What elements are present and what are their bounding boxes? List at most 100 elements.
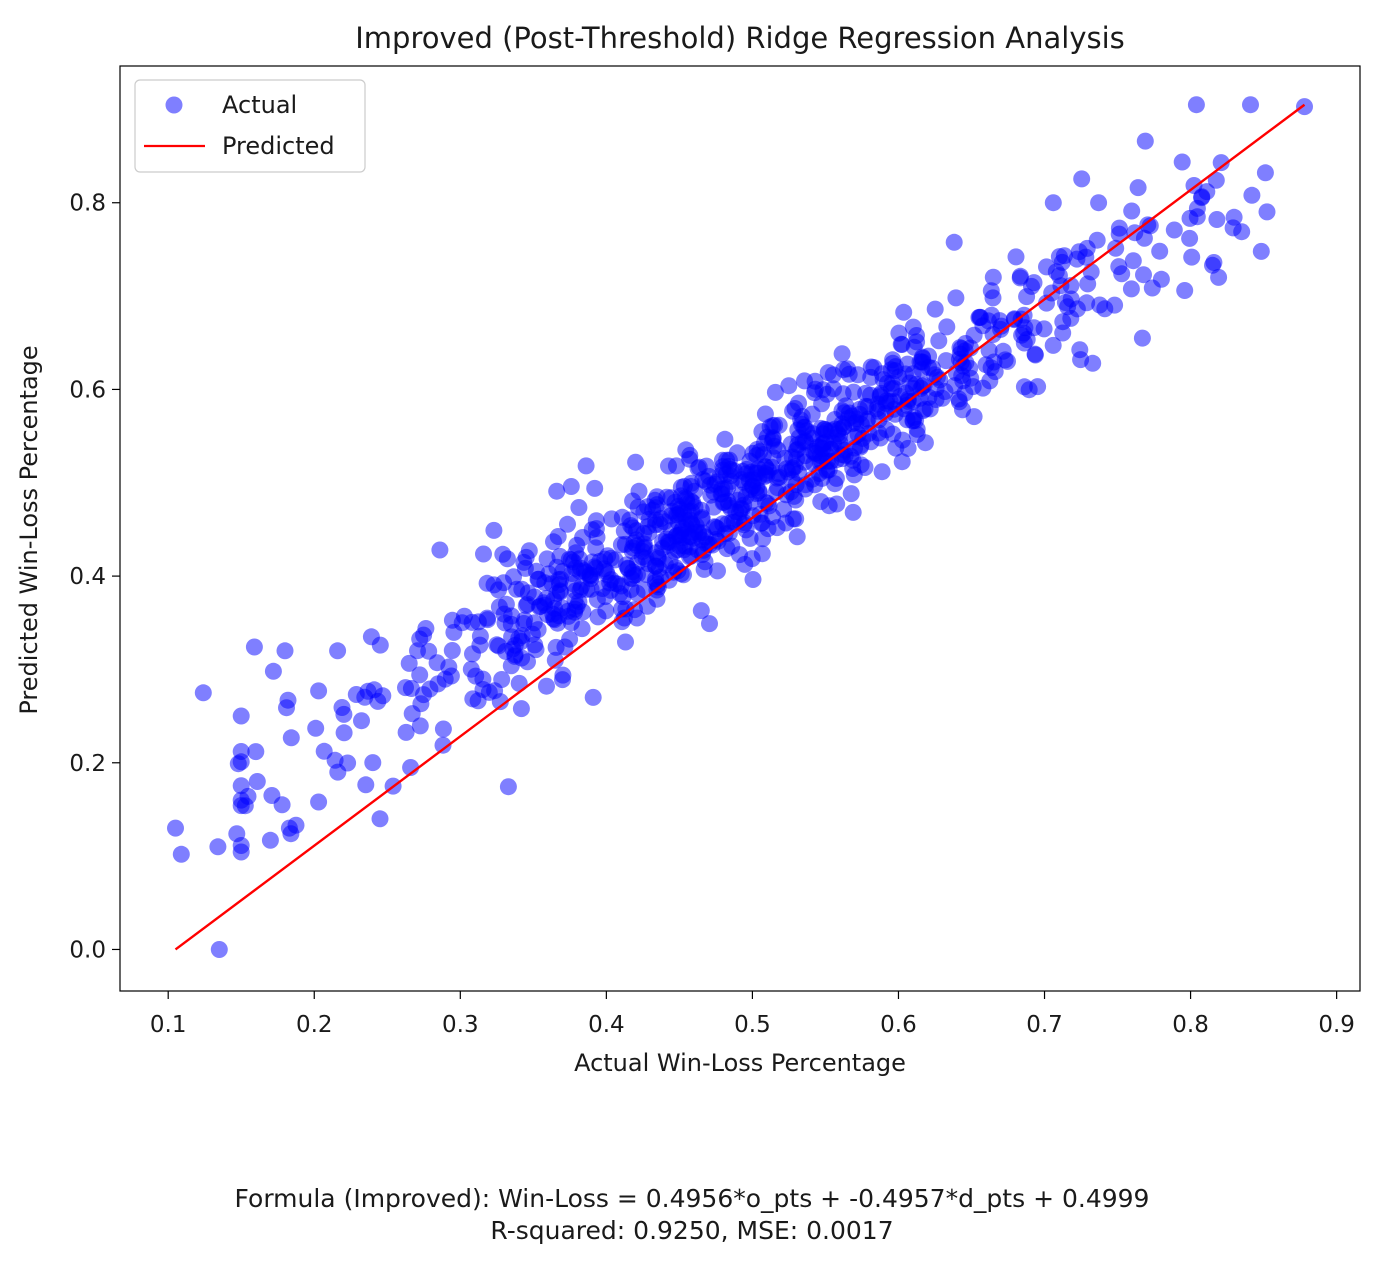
data-point bbox=[1252, 242, 1270, 260]
data-point bbox=[1123, 202, 1141, 220]
data-point bbox=[434, 720, 452, 738]
data-point bbox=[1084, 354, 1102, 372]
data-point bbox=[945, 233, 963, 251]
x-tick-label: 0.1 bbox=[150, 1012, 187, 1038]
data-point bbox=[911, 389, 929, 407]
data-point bbox=[626, 601, 644, 619]
data-point bbox=[587, 559, 605, 577]
data-point bbox=[1038, 258, 1055, 276]
data-point bbox=[697, 457, 715, 475]
y-axis-ticks: 0.0 0.2 0.4 0.6 0.8 bbox=[69, 191, 120, 963]
data-point bbox=[1073, 170, 1091, 188]
data-point bbox=[647, 570, 665, 588]
data-point bbox=[1165, 221, 1183, 239]
data-point bbox=[329, 642, 347, 660]
data-point bbox=[172, 845, 190, 863]
data-point bbox=[232, 843, 250, 861]
data-point bbox=[629, 566, 646, 583]
formula-text: Formula (Improved): Win-Loss = 0.4956*o_… bbox=[234, 1184, 1150, 1213]
data-point bbox=[884, 351, 902, 369]
data-point bbox=[273, 796, 291, 814]
data-point bbox=[984, 268, 1002, 286]
data-point bbox=[696, 528, 714, 546]
data-point bbox=[551, 582, 569, 600]
data-point bbox=[469, 692, 487, 710]
data-point bbox=[1136, 132, 1154, 150]
data-point bbox=[1088, 231, 1106, 249]
data-point bbox=[618, 556, 635, 574]
data-point bbox=[434, 736, 452, 754]
data-point bbox=[443, 642, 461, 659]
data-point bbox=[741, 452, 759, 470]
data-point bbox=[834, 385, 852, 403]
data-point bbox=[464, 645, 481, 663]
data-point bbox=[564, 575, 582, 593]
data-point bbox=[921, 400, 939, 418]
data-point bbox=[926, 300, 944, 318]
data-point bbox=[209, 838, 227, 856]
data-point bbox=[440, 658, 458, 676]
data-point bbox=[1023, 277, 1040, 295]
data-point bbox=[797, 433, 814, 451]
data-point bbox=[862, 386, 879, 404]
data-point bbox=[1181, 229, 1199, 247]
data-point bbox=[904, 318, 922, 336]
data-point bbox=[1071, 341, 1089, 359]
data-point bbox=[1090, 194, 1108, 212]
data-point bbox=[647, 499, 665, 517]
data-point bbox=[842, 485, 860, 503]
data-point bbox=[682, 547, 700, 565]
data-point bbox=[692, 602, 710, 620]
x-tick-label: 0.2 bbox=[296, 1012, 333, 1038]
data-point bbox=[431, 541, 449, 559]
data-point bbox=[981, 372, 999, 390]
data-point bbox=[1296, 98, 1313, 116]
data-point bbox=[769, 441, 787, 459]
data-point bbox=[833, 345, 851, 363]
data-point bbox=[229, 755, 247, 773]
data-point bbox=[520, 542, 538, 560]
legend-box bbox=[134, 79, 366, 173]
data-point bbox=[495, 605, 513, 623]
data-point bbox=[1015, 334, 1033, 352]
data-point bbox=[839, 409, 857, 427]
data-point bbox=[329, 763, 347, 781]
data-point bbox=[916, 434, 934, 452]
data-point bbox=[846, 428, 864, 446]
data-point bbox=[357, 776, 375, 794]
data-point bbox=[728, 444, 746, 462]
data-point bbox=[947, 289, 965, 307]
regression-line-layer bbox=[174, 103, 1306, 951]
data-point bbox=[1091, 296, 1109, 314]
data-point bbox=[1207, 171, 1225, 189]
data-point bbox=[559, 515, 576, 533]
data-point bbox=[750, 484, 768, 502]
data-point bbox=[627, 531, 645, 549]
data-point bbox=[656, 556, 674, 573]
data-point bbox=[695, 560, 713, 578]
data-point bbox=[1044, 194, 1062, 212]
data-point bbox=[1212, 154, 1230, 172]
data-point bbox=[1242, 96, 1259, 114]
data-point bbox=[713, 451, 731, 469]
metrics-text: R-squared: 0.9250, MSE: 0.0017 bbox=[490, 1216, 894, 1245]
data-point bbox=[519, 653, 536, 671]
data-point bbox=[475, 545, 492, 563]
data-point bbox=[247, 743, 265, 761]
data-point bbox=[261, 831, 279, 849]
data-point bbox=[826, 475, 844, 493]
data-point bbox=[1026, 346, 1044, 364]
data-point bbox=[562, 551, 580, 569]
data-point bbox=[232, 707, 250, 725]
data-point bbox=[878, 374, 896, 392]
data-point bbox=[891, 388, 909, 405]
data-point bbox=[647, 544, 665, 562]
data-point bbox=[1205, 254, 1223, 271]
x-tick-label: 0.9 bbox=[1318, 1012, 1355, 1038]
data-point bbox=[789, 421, 807, 439]
data-point bbox=[745, 471, 762, 489]
data-point bbox=[893, 453, 911, 471]
data-point bbox=[1054, 324, 1072, 342]
data-point bbox=[556, 638, 574, 656]
